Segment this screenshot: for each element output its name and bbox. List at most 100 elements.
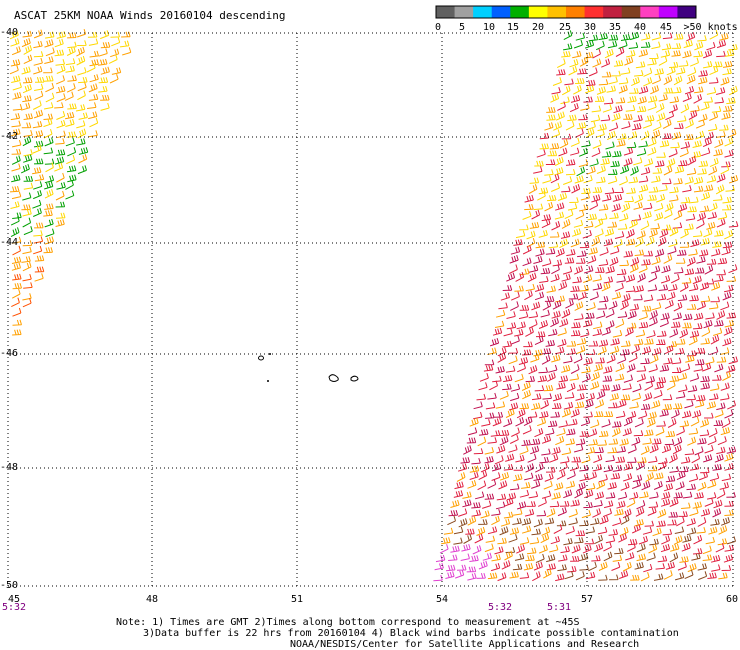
wind-barb <box>583 502 593 509</box>
wind-barb <box>617 354 627 364</box>
wind-barb <box>568 517 578 526</box>
wind-barb <box>77 90 86 101</box>
wind-barb <box>692 548 703 555</box>
wind-barb <box>643 250 653 257</box>
wind-barb <box>56 93 66 103</box>
wind-barb <box>721 565 732 571</box>
wind-barb <box>588 439 598 446</box>
wind-barb <box>22 246 32 255</box>
wind-barb <box>712 508 722 518</box>
wind-barb <box>645 115 655 122</box>
wind-barb <box>608 175 618 185</box>
wind-barb <box>722 291 732 301</box>
wind-barb <box>576 257 586 264</box>
wind-barb <box>607 482 617 490</box>
wind-barb <box>555 247 565 258</box>
wind-barb <box>587 471 597 481</box>
wind-barb <box>697 517 707 527</box>
wind-barb <box>697 35 707 42</box>
wind-barb <box>506 272 516 282</box>
wind-barb <box>636 543 646 553</box>
wind-barb <box>696 256 706 264</box>
lat-label: -46 <box>0 348 19 359</box>
wind-barb <box>719 124 729 131</box>
wind-barb <box>88 130 98 138</box>
wind-barb <box>11 120 21 128</box>
wind-barb <box>647 506 657 516</box>
wind-barb <box>607 447 617 454</box>
wind-barb <box>622 508 632 519</box>
wind-barb <box>539 411 549 419</box>
wind-barb <box>472 545 482 555</box>
wind-barb <box>560 96 570 105</box>
wind-barb <box>65 190 75 200</box>
wind-barb <box>557 507 567 517</box>
wind-barb <box>714 138 724 149</box>
wind-barb <box>706 87 717 95</box>
wind-barb <box>537 190 546 201</box>
wind-barb <box>585 312 595 319</box>
wind-barb <box>484 359 495 366</box>
wind-barb <box>576 166 586 177</box>
wind-barb <box>12 307 22 317</box>
wind-barb <box>469 555 479 562</box>
wind-barb <box>480 510 490 519</box>
wind-barb <box>610 345 620 354</box>
wind-barb <box>629 87 639 94</box>
wind-barb <box>708 165 718 176</box>
wind-barb <box>510 246 521 255</box>
wind-barb <box>600 384 610 391</box>
wind-barb <box>710 383 720 391</box>
wind-barb <box>34 83 44 91</box>
wind-barb <box>573 444 584 453</box>
wind-barb <box>592 328 602 337</box>
wind-barb <box>689 283 699 292</box>
wind-barb <box>664 344 674 355</box>
wind-barb <box>564 257 575 264</box>
wind-barb <box>593 321 603 330</box>
wind-barb <box>522 211 532 220</box>
wind-barb <box>77 165 87 175</box>
wind-barb <box>654 472 664 480</box>
wind-barb <box>680 103 690 114</box>
wind-barb <box>660 312 670 321</box>
wind-barb <box>44 102 54 110</box>
wind-barb <box>623 114 633 120</box>
wind-barb <box>662 133 672 140</box>
wind-barb <box>526 237 536 248</box>
wind-barb <box>512 563 523 571</box>
wind-barb <box>542 175 552 184</box>
wind-barb <box>611 203 621 212</box>
wind-barb <box>676 67 686 75</box>
wind-barb <box>67 41 77 49</box>
wind-barb <box>538 319 548 329</box>
wind-barb <box>589 158 599 167</box>
wind-barb <box>549 143 560 150</box>
wind-barb <box>535 553 545 564</box>
wind-barb <box>445 564 456 572</box>
wind-barb <box>598 561 608 571</box>
wind-barb <box>557 327 567 336</box>
wind-barb <box>575 32 585 41</box>
wind-barb <box>716 310 726 320</box>
wind-barb <box>604 187 615 195</box>
wind-barb <box>660 498 671 507</box>
wind-barb <box>508 534 518 543</box>
wind-barb <box>713 194 723 201</box>
wind-barb <box>649 444 659 454</box>
wind-barb <box>592 139 602 149</box>
wind-barb <box>626 363 636 373</box>
wind-barb <box>565 120 575 131</box>
wind-barb <box>465 528 475 535</box>
wind-barb <box>574 401 585 409</box>
colorbar-swatch <box>603 6 623 18</box>
lon-label: 60 <box>725 594 738 605</box>
wind-barb <box>515 417 525 427</box>
wind-barb <box>33 66 43 75</box>
wind-barb <box>677 561 687 571</box>
wind-barb <box>711 248 721 257</box>
wind-barb <box>620 348 630 356</box>
wind-barb <box>618 77 629 85</box>
wind-barb <box>576 337 587 346</box>
wind-barb <box>558 554 568 562</box>
